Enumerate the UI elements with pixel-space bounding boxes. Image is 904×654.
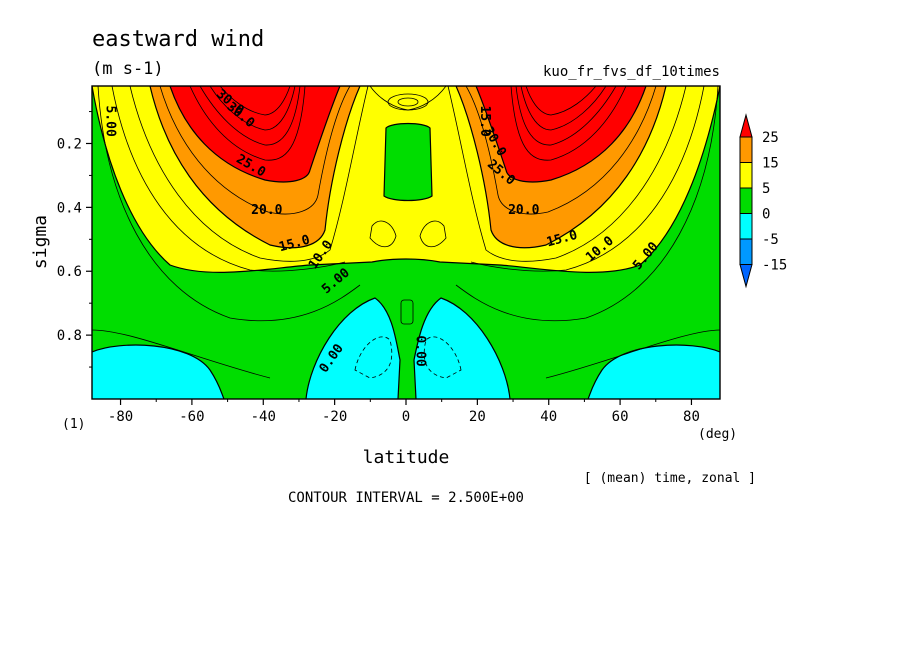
x-tick-label: -60 xyxy=(179,409,204,425)
x-axis: -80 -60 -40 -20 0 20 40 60 80 xyxy=(108,399,700,425)
subtitle: [ (mean) time, zonal ] xyxy=(584,471,756,486)
colorbar-label: 25 xyxy=(762,130,779,146)
jet-core-lines-right xyxy=(465,86,657,215)
run-name: kuo_fr_fvs_df_10times xyxy=(543,64,720,80)
contour-label: 15.0 xyxy=(477,105,492,136)
x-axis-label: latitude xyxy=(363,447,450,468)
yellow-lobe-left xyxy=(369,220,397,248)
contour-label: 0.00 xyxy=(413,335,428,366)
colorbar-band xyxy=(739,162,753,189)
x-tick-label: -80 xyxy=(108,409,133,425)
x-tick-label: 80 xyxy=(683,409,700,425)
green-core-upper xyxy=(384,123,432,201)
x-tick-label: 60 xyxy=(612,409,629,425)
negative-contours xyxy=(354,336,462,379)
x-tick-label: 0 xyxy=(402,409,410,425)
chart-units: (m s-1) xyxy=(92,59,164,79)
colorbar: 25 15 5 0 -5 -15 xyxy=(739,113,787,289)
jet-core-lines-left xyxy=(159,86,351,215)
equatorial-upper-lines xyxy=(369,86,447,325)
cyan-region-center-left xyxy=(306,298,400,399)
y-axis-unit: (1) xyxy=(62,417,85,432)
green-core-outline xyxy=(383,122,433,202)
colorbar-label: -5 xyxy=(762,232,779,248)
red-band-left xyxy=(169,86,341,183)
colorbar-label: -15 xyxy=(762,258,787,274)
colorbar-band xyxy=(739,136,753,163)
colorbar-top-triangle xyxy=(739,113,753,138)
x-tick-label: -40 xyxy=(251,409,276,425)
contour-label: 20.0 xyxy=(251,203,282,218)
colorbar-band xyxy=(739,187,753,214)
zero-contours xyxy=(92,297,720,399)
cyan-region-center-right xyxy=(414,298,510,399)
contour-fill-layer xyxy=(92,86,720,399)
x-tick-label: 40 xyxy=(540,409,557,425)
yellow-band-lines xyxy=(111,86,705,272)
y-tick-label: 0.6 xyxy=(57,264,82,280)
y-axis-label: sigma xyxy=(30,215,51,269)
cyan-region-right-pole xyxy=(588,345,720,399)
contour-label: 20.0 xyxy=(508,203,539,218)
five-contour xyxy=(92,86,720,273)
colorbar-band xyxy=(739,213,753,240)
colorbar-label: 15 xyxy=(762,156,779,172)
colorbar-label: 5 xyxy=(762,181,770,197)
colorbar-label: 0 xyxy=(762,207,770,223)
x-tick-label: -20 xyxy=(322,409,347,425)
red-band-right xyxy=(475,86,647,183)
x-axis-unit: (deg) xyxy=(698,427,737,442)
yellow-lobe-right xyxy=(419,220,447,248)
y-axis: 0.2 0.4 0.6 0.8 xyxy=(57,111,92,368)
y-tick-label: 0.4 xyxy=(57,200,82,216)
colorbar-bottom-triangle xyxy=(739,264,753,289)
y-tick-label: 0.8 xyxy=(57,328,82,344)
cyan-region-left-pole xyxy=(92,345,224,399)
x-tick-label: 20 xyxy=(469,409,486,425)
colorbar-band xyxy=(739,238,753,265)
chart-title: eastward wind xyxy=(92,27,264,52)
green-band-lines xyxy=(92,86,720,379)
contour-label: 5.00 xyxy=(102,105,117,136)
contour-interval: CONTOUR INTERVAL = 2.500E+00 xyxy=(288,490,524,506)
y-tick-label: 0.2 xyxy=(57,136,82,152)
